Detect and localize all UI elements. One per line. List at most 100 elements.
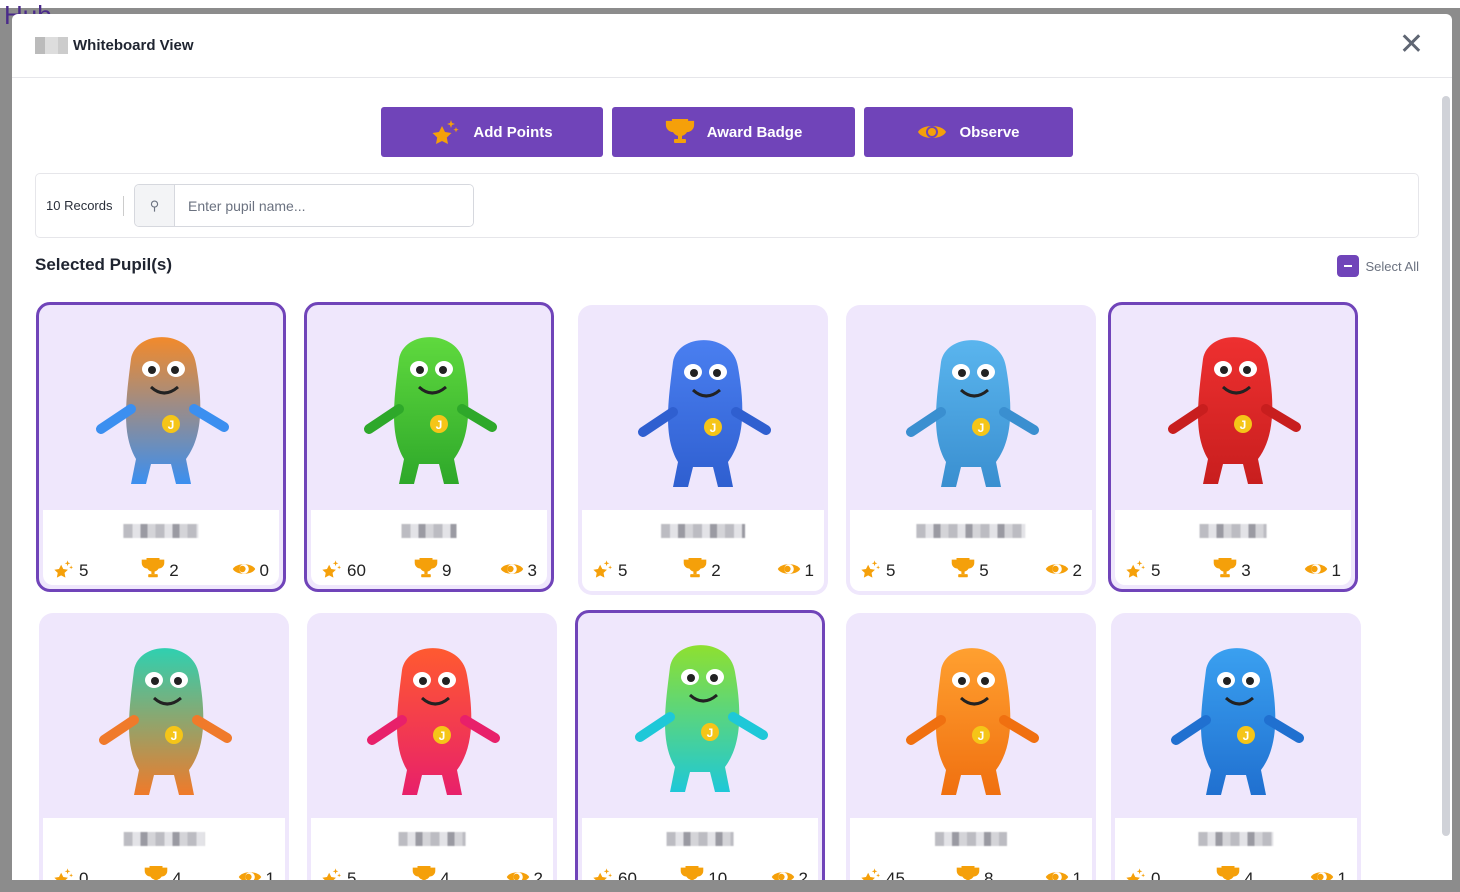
eye-icon (238, 868, 262, 880)
eye-icon (506, 868, 530, 880)
observations-stat: 2 (1045, 558, 1082, 584)
trophy-icon (1216, 866, 1240, 880)
points-stat: 60 (321, 558, 366, 584)
pupil-name: ▒▒▒▒▒▒▒▒ (934, 832, 1008, 846)
observations-stat: 3 (500, 558, 537, 584)
eye-icon (1045, 868, 1069, 880)
add-points-label: Add Points (473, 123, 553, 141)
points-stat: 5 (860, 558, 895, 584)
trophy-icon (412, 866, 436, 880)
pupil-info-panel: ▒▒▒ ▒▒▒▒ 5 4 2 (311, 818, 553, 880)
badges-stat: 10 (680, 866, 727, 880)
pupil-name: ▒▒▒▒ ▒▒▒▒▒ (661, 524, 745, 538)
pupil-card[interactable]: J ▒▒▒▒▒▒ 60 9 3 (304, 302, 554, 592)
pupil-card[interactable]: J ▒▒▒▒▒▒▒ ▒▒▒▒▒ 5 5 2 (846, 305, 1096, 595)
select-all-checkbox[interactable]: Select All (1336, 255, 1419, 277)
badges-stat: 2 (141, 558, 179, 584)
eye-icon (1310, 868, 1334, 880)
trophy-icon (414, 558, 438, 584)
svg-text:J: J (707, 726, 714, 740)
monster-avatar-icon: J (96, 337, 229, 484)
star-sparkle-icon (1125, 559, 1147, 584)
points-stat: 45 (860, 866, 905, 880)
pupil-stats: 0 4 1 (53, 866, 275, 880)
scrollbar[interactable] (1442, 96, 1450, 836)
points-value: 0 (79, 869, 89, 880)
badges-stat: 4 (144, 866, 182, 880)
pupil-stats: 45 8 1 (860, 866, 1082, 880)
monster-avatar-icon: J (1171, 648, 1304, 795)
svg-text:J: J (1243, 729, 1250, 743)
pupil-card[interactable]: J ▒▒▒▒ ▒▒▒▒▒ 5 2 1 (578, 305, 828, 595)
monster-avatar-icon: J (364, 337, 497, 484)
pupil-stats: 60 9 3 (321, 558, 537, 584)
star-sparkle-icon (592, 867, 614, 880)
points-stat: 0 (1125, 866, 1160, 880)
points-stat: 5 (592, 558, 627, 584)
pupil-info-panel: ▒▒▒▒ ▒▒▒▒ 5 2 0 (43, 510, 279, 585)
observations-value: 1 (804, 561, 814, 580)
points-value: 5 (1151, 561, 1161, 580)
pupil-card[interactable]: J ▒▒▒▒▒▒▒▒ 45 8 1 (846, 613, 1096, 880)
observations-stat: 1 (1045, 866, 1082, 880)
close-icon[interactable]: ✕ (1398, 28, 1424, 61)
observations-stat: 1 (1304, 558, 1341, 584)
add-points-button[interactable]: Add Points (381, 107, 603, 157)
select-all-label: Select All (1365, 258, 1419, 274)
whiteboard-modal: Whiteboard View ✕ Add Points Award Badge… (12, 14, 1452, 880)
observations-stat: 2 (771, 866, 808, 880)
pupil-stats: 5 4 2 (321, 866, 543, 880)
pupil-name: ▒▒▒▒▒▒ (401, 524, 457, 538)
star-sparkle-icon (321, 867, 343, 880)
badges-stat: 5 (951, 558, 989, 584)
observations-stat: 2 (506, 866, 543, 880)
action-bar: Add Points Award Badge Observe (12, 107, 1452, 157)
observations-value: 2 (798, 869, 808, 880)
modal-header: Whiteboard View ✕ (12, 14, 1452, 78)
pupil-card[interactable]: J ▒▒▒ ▒▒▒▒ 60 10 2 (575, 610, 825, 880)
observe-button[interactable]: Observe (864, 107, 1073, 157)
svg-text:J: J (171, 729, 178, 743)
pupil-info-panel: ▒▒▒▒ ▒▒▒▒ 0 4 1 (1115, 818, 1357, 880)
pupil-stats: 60 10 2 (592, 866, 808, 880)
badges-value: 4 (440, 869, 450, 880)
trophy-icon (683, 558, 707, 584)
pupil-card[interactable]: J ▒▒▒ ▒▒▒▒ 5 4 2 (307, 613, 557, 880)
pupil-card[interactable]: J ▒▒▒▒ ▒▒▒▒ 5 2 0 (36, 302, 286, 592)
filter-toolbar: 10 Records ⚲ (35, 173, 1419, 238)
svg-text:J: J (436, 418, 443, 432)
pupil-card[interactable]: J ▒▒▒▒▒▒▒▒▒ 0 4 1 (39, 613, 289, 880)
background-bar (0, 0, 1460, 8)
badges-stat: 2 (683, 558, 721, 584)
points-stat: 5 (321, 866, 356, 880)
pupil-search-input[interactable] (175, 185, 473, 226)
award-badge-button[interactable]: Award Badge (612, 107, 855, 157)
badges-value: 5 (979, 561, 989, 580)
badges-value: 10 (708, 869, 728, 880)
pupil-stats: 5 2 1 (592, 558, 814, 584)
pupil-name: ▒▒▒ ▒▒▒▒ (1199, 524, 1267, 538)
pupil-card[interactable]: J ▒▒▒ ▒▒▒▒ 5 3 1 (1108, 302, 1358, 592)
points-stat: 5 (53, 558, 88, 584)
pupil-name: ▒▒▒▒▒▒▒ ▒▒▒▒▒ (916, 524, 1026, 538)
pupil-name: ▒▒▒▒ ▒▒▒▒ (1198, 832, 1274, 846)
points-value: 5 (347, 869, 357, 880)
svg-text:J: J (978, 729, 985, 743)
svg-text:J: J (710, 421, 717, 435)
pupil-card[interactable]: J ▒▒▒▒ ▒▒▒▒ 0 4 1 (1111, 613, 1361, 880)
observations-stat: 1 (1310, 866, 1347, 880)
indeterminate-checkbox-icon (1336, 255, 1359, 277)
eye-icon (1045, 560, 1069, 583)
pupil-stats: 0 4 1 (1125, 866, 1347, 880)
eye-icon (232, 560, 256, 583)
eye-icon (500, 560, 524, 583)
star-sparkle-icon (1125, 867, 1147, 880)
badges-value: 9 (441, 561, 452, 580)
svg-text:J: J (168, 418, 175, 432)
pupil-info-panel: ▒▒▒▒ ▒▒▒▒▒ 5 2 1 (582, 510, 824, 591)
star-sparkle-icon (53, 867, 75, 880)
eye-icon (777, 560, 801, 583)
observations-stat: 0 (232, 558, 269, 584)
modal-title: Whiteboard View (73, 37, 194, 54)
star-sparkle-icon (860, 867, 882, 880)
